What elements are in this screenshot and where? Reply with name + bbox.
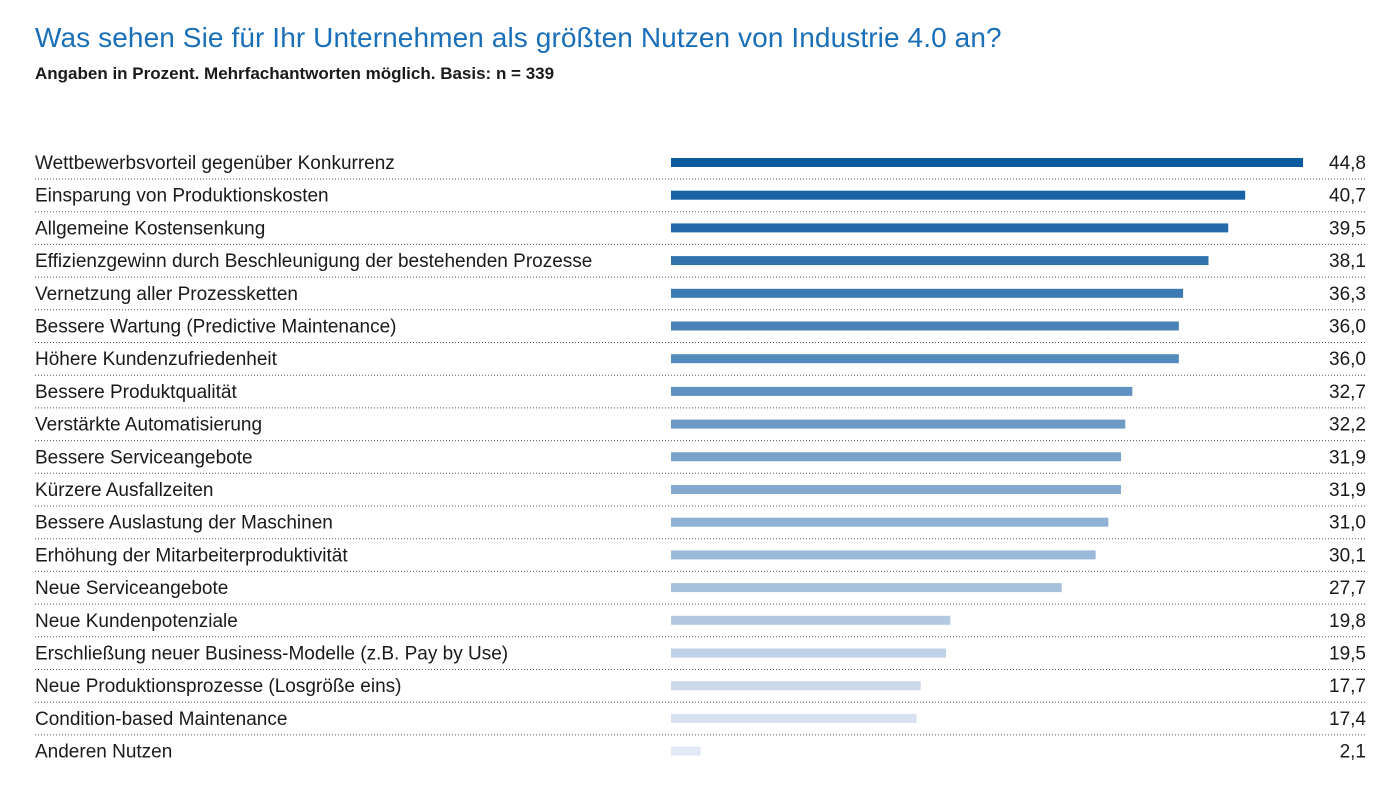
value-label: 32,2 (1329, 415, 1366, 436)
bar (671, 485, 1122, 494)
value-label: 36,0 (1329, 317, 1366, 338)
bar (671, 550, 1096, 560)
value-label: 17,4 (1329, 709, 1366, 730)
bar (671, 713, 917, 723)
category-label: Effizienzgewinn durch Beschleunigung der… (35, 251, 592, 272)
bar (671, 190, 1246, 200)
bar (671, 648, 947, 658)
category-label: Höhere Kundenzufriedenheit (35, 349, 278, 370)
value-label: 19,8 (1329, 611, 1366, 632)
bar (671, 681, 921, 691)
category-label: Bessere Produktqualität (35, 382, 237, 403)
bar (671, 158, 1303, 167)
value-label: 31,0 (1329, 513, 1366, 534)
value-label: 36,0 (1329, 349, 1366, 370)
bar (671, 419, 1126, 429)
bar (671, 386, 1133, 396)
category-label: Neue Kundenpotenziale (35, 611, 238, 632)
value-label: 31,9 (1329, 480, 1366, 501)
category-label: Bessere Wartung (Predictive Maintenance) (35, 317, 397, 338)
category-label: Einsparung von Produktionskosten (35, 186, 329, 207)
category-label: Kürzere Ausfallzeiten (35, 480, 214, 501)
value-label: 38,1 (1329, 251, 1366, 272)
value-label: 2,1 (1340, 742, 1366, 763)
category-label: Bessere Auslastung der Maschinen (35, 513, 333, 534)
bar (671, 256, 1209, 266)
value-label: 17,7 (1329, 676, 1366, 697)
bar (671, 746, 701, 756)
category-label: Condition-based Maintenance (35, 709, 287, 730)
value-label: 19,5 (1329, 644, 1366, 665)
category-label: Allgemeine Kostensenkung (35, 218, 265, 239)
chart-title: Was sehen Sie für Ihr Unternehmen als gr… (35, 22, 1002, 53)
category-label: Bessere Serviceangebote (35, 447, 253, 468)
bar (671, 288, 1184, 298)
value-label: 44,8 (1329, 153, 1366, 174)
category-label: Neue Serviceangebote (35, 578, 228, 599)
value-label: 39,5 (1329, 218, 1366, 239)
value-label: 27,7 (1329, 578, 1366, 599)
value-label: 31,9 (1329, 447, 1366, 468)
value-label: 30,1 (1329, 545, 1366, 566)
value-label: 36,3 (1329, 284, 1366, 305)
value-label: 32,7 (1329, 382, 1366, 403)
category-label: Erhöhung der Mitarbeiterproduktivität (35, 545, 348, 566)
category-label: Verstärkte Automatisierung (35, 415, 262, 436)
category-label: Neue Produktionsprozesse (Losgröße eins) (35, 676, 401, 697)
category-label: Anderen Nutzen (35, 742, 172, 763)
category-label: Erschließung neuer Business-Modelle (z.B… (35, 644, 508, 665)
category-label: Wettbewerbsvorteil gegenüber Konkurrenz (35, 153, 395, 174)
bar (671, 452, 1122, 462)
bar (671, 354, 1179, 364)
value-label: 40,7 (1329, 186, 1366, 207)
chart-subtitle: Angaben in Prozent. Mehrfachantworten mö… (35, 64, 555, 83)
bar (671, 321, 1179, 331)
bar (671, 517, 1109, 527)
category-label: Vernetzung aller Prozessketten (35, 284, 298, 305)
bar (671, 223, 1229, 233)
bar (671, 615, 951, 625)
bar (671, 583, 1062, 593)
